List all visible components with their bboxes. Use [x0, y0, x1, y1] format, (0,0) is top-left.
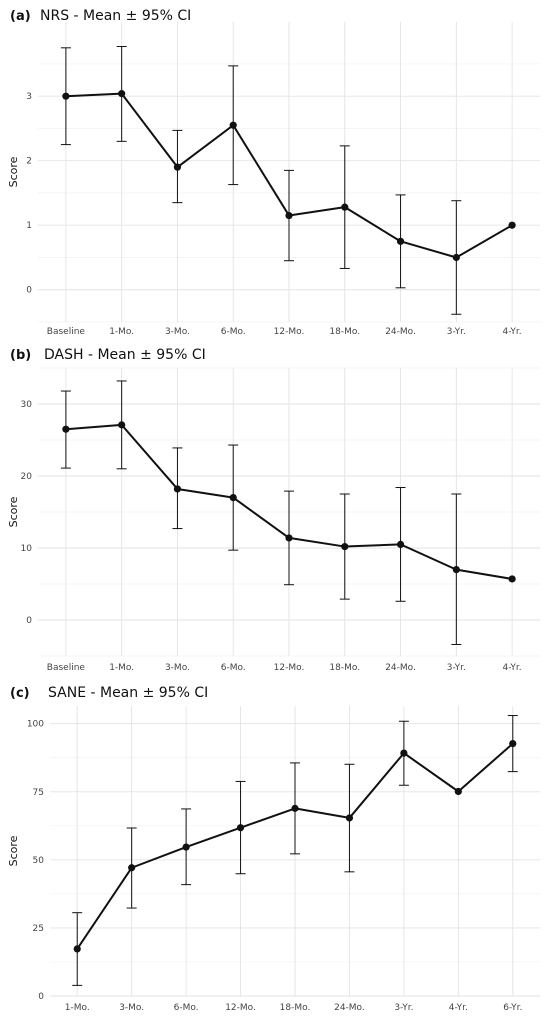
- x-tick-label: 12-Mo.: [274, 327, 305, 337]
- y-tick-label: 1: [26, 221, 32, 231]
- mean-points: [62, 421, 516, 583]
- mean-point: [182, 843, 190, 851]
- y-ticks: 0 10 20 30: [21, 400, 33, 626]
- mean-point: [396, 237, 405, 245]
- error-bars: [60, 46, 462, 315]
- x-tick-label: 18-Mo.: [329, 663, 360, 673]
- x-tick-label: Baseline: [47, 663, 86, 673]
- mean-point: [341, 542, 349, 551]
- y-tick-label: 30: [21, 400, 33, 410]
- x-tick-label: 4-Yr.: [503, 663, 522, 673]
- y-axis-label: Score: [7, 156, 20, 187]
- y-ticks: 0 1 2 3: [26, 92, 32, 296]
- mean-point: [73, 945, 81, 953]
- mean-point: [454, 787, 462, 796]
- x-ticks: 1-Mo. 3-Mo. 6-Mo. 12-Mo. 18-Mo. 24-Mo. 3-Yr. 4-…: [65, 1003, 523, 1013]
- y-tick-label: 0: [38, 992, 44, 1002]
- y-axis-label: Score: [7, 835, 20, 866]
- panel-nrs: (a) NRS - Mean ± 95% CI Score 0 1 2 3 Basel…: [7, 8, 540, 337]
- y-tick-label: 3: [26, 92, 32, 102]
- x-tick-label: 18-Mo.: [280, 1003, 311, 1013]
- x-tick-label: 3-Mo.: [119, 1003, 144, 1013]
- mean-point: [291, 804, 299, 812]
- mean-point: [345, 814, 354, 822]
- x-tick-label: 3-Yr.: [447, 327, 466, 337]
- x-tick-label: 4-Yr.: [449, 1003, 468, 1013]
- y-tick-label: 0: [26, 616, 32, 626]
- mean-point: [62, 92, 70, 100]
- x-ticks: Baseline 1-Mo. 3-Mo. 6-Mo. 12-Mo. 18-Mo. 24-Mo…: [47, 663, 522, 673]
- x-tick-label: 12-Mo.: [225, 1003, 256, 1013]
- x-tick-label: 1-Mo.: [109, 663, 134, 673]
- y-axis-label: Score: [7, 496, 20, 527]
- error-bars: [60, 380, 462, 645]
- mean-point: [285, 534, 293, 542]
- mean-points: [62, 90, 516, 262]
- mean-point: [452, 253, 460, 262]
- mean-point: [236, 824, 245, 832]
- y-ticks: 0 25 50 75 100: [27, 720, 44, 1002]
- mean-point: [118, 90, 126, 98]
- mean-point: [341, 203, 349, 211]
- panel-label: (c): [10, 686, 30, 701]
- panel-dash: (b) DASH - Mean ± 95% CI Score 0 10 20 30 B…: [7, 347, 540, 673]
- chart-title: SANE - Mean ± 95% CI: [48, 685, 208, 701]
- mean-points: [73, 739, 517, 953]
- chart-title: NRS - Mean ± 95% CI: [40, 8, 191, 24]
- y-tick-label: 0: [26, 286, 32, 296]
- x-tick-label: 3-Mo.: [165, 663, 190, 673]
- mean-point: [62, 425, 70, 433]
- y-tick-label: 25: [33, 924, 44, 934]
- x-tick-label: 1-Mo.: [109, 327, 134, 337]
- y-tick-label: 75: [33, 788, 44, 798]
- y-tick-label: 20: [21, 472, 33, 482]
- mean-point: [229, 121, 237, 129]
- mean-point: [285, 211, 293, 220]
- x-tick-label: 24-Mo.: [385, 327, 416, 337]
- y-tick-label: 100: [27, 720, 44, 730]
- mean-point: [118, 421, 126, 429]
- x-tick-label: 4-Yr.: [503, 327, 522, 337]
- chart-title: DASH - Mean ± 95% CI: [44, 347, 206, 363]
- x-tick-label: 1-Mo.: [65, 1003, 90, 1013]
- mean-point: [509, 739, 517, 748]
- y-tick-label: 10: [21, 544, 33, 554]
- panel-label: (a): [10, 9, 31, 24]
- x-tick-label: 12-Mo.: [274, 663, 305, 673]
- mean-point: [508, 575, 516, 583]
- panel-label: (b): [10, 348, 31, 363]
- panel-sane: (c) SANE - Mean ± 95% CI Score 0 25 50 75 10…: [7, 685, 540, 1013]
- x-tick-label: Baseline: [47, 327, 86, 337]
- x-tick-label: 18-Mo.: [329, 327, 360, 337]
- mean-point: [452, 566, 460, 574]
- mean-point: [173, 485, 182, 493]
- mean-point: [400, 749, 408, 757]
- x-tick-label: 6-Mo.: [221, 327, 246, 337]
- y-tick-label: 2: [26, 157, 32, 167]
- x-tick-label: 24-Mo.: [334, 1003, 365, 1013]
- x-ticks: Baseline 1-Mo. 3-Mo. 6-Mo. 12-Mo. 18-Mo. 24-Mo…: [47, 327, 522, 337]
- mean-point: [508, 221, 516, 229]
- mean-point: [396, 540, 405, 549]
- mean-point: [128, 864, 136, 872]
- y-tick-label: 50: [33, 856, 45, 866]
- mean-point: [229, 494, 237, 502]
- mean-point: [173, 163, 182, 171]
- x-tick-label: 6-Mo.: [221, 663, 246, 673]
- x-tick-label: 3-Yr.: [394, 1003, 413, 1013]
- x-tick-label: 3-Yr.: [447, 663, 466, 673]
- x-tick-label: 6-Mo.: [174, 1003, 199, 1013]
- x-tick-label: 3-Mo.: [165, 327, 190, 337]
- x-tick-label: 24-Mo.: [385, 663, 416, 673]
- x-tick-label: 6-Yr.: [503, 1003, 522, 1013]
